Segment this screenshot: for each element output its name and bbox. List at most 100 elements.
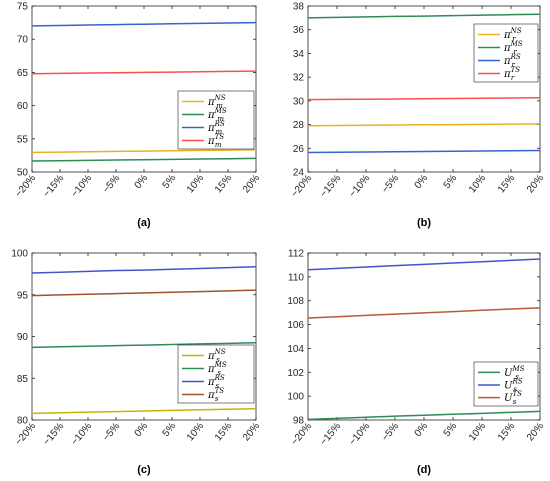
x-tick-label: 0% — [133, 173, 151, 191]
x-tick-label: −5% — [380, 173, 402, 196]
x-tick-label: 15% — [496, 421, 517, 443]
x-tick-label: 5% — [442, 421, 460, 439]
legend-entry: πMS m — [207, 107, 227, 123]
x-tick-label: 20% — [525, 421, 546, 443]
legend-entry: πTS s — [207, 387, 224, 403]
x-tick-label: 20% — [241, 173, 262, 195]
y-tick-label: 32 — [293, 73, 305, 84]
y-tick-label: 85 — [17, 374, 29, 385]
x-tick-label: 10% — [467, 173, 488, 195]
y-tick-label: 80 — [17, 416, 29, 427]
legend-entry: πRS s — [207, 374, 225, 390]
x-tick-label: −5% — [101, 421, 123, 444]
series-line-π-s-ns — [31, 407, 257, 415]
x-tick-label: −10% — [69, 173, 94, 200]
legend-entry: URS s — [504, 378, 523, 394]
y-tick-label: 60 — [17, 101, 29, 112]
x-tick-label: 10% — [467, 421, 488, 443]
series-line-π-r-ms — [307, 13, 541, 19]
y-tick-label: 104 — [287, 344, 304, 355]
x-tick-label: 0% — [413, 421, 431, 439]
y-tick-label: 55 — [17, 134, 29, 145]
panel-label: (b) — [417, 217, 431, 229]
legend-entry: UMS s — [504, 365, 525, 381]
x-tick-label: −5% — [101, 173, 123, 196]
legend-entry: πNS r — [503, 27, 522, 43]
x-tick-label: −15% — [41, 173, 66, 200]
legend-entry: πRS m — [207, 120, 225, 136]
x-tick-label: −5% — [380, 421, 402, 444]
y-tick-label: 30 — [293, 96, 305, 107]
legend-entry: πNS s — [207, 348, 226, 364]
y-tick-label: 70 — [17, 35, 29, 46]
legend-entry: πMS s — [207, 361, 227, 377]
panel-label: (c) — [137, 464, 151, 476]
y-tick-label: 100 — [11, 249, 28, 260]
y-tick-label: 38 — [293, 2, 305, 13]
series-line-π-r-rs — [307, 149, 541, 154]
x-tick-label: −10% — [69, 421, 94, 448]
series-line-u-s-rs — [307, 258, 541, 271]
x-tick-label: 0% — [413, 173, 431, 191]
y-tick-label: 26 — [293, 144, 305, 155]
y-tick-label: 95 — [17, 290, 29, 301]
y-tick-label: 106 — [287, 320, 304, 331]
y-tick-label: 98 — [293, 416, 305, 427]
y-tick-label: 65 — [17, 68, 29, 79]
x-tick-label: 15% — [496, 173, 517, 195]
legend-entry: UTS s — [504, 390, 522, 406]
x-tick-label: 20% — [525, 173, 546, 195]
legend-box — [177, 344, 255, 404]
series-line-π-r-ts — [307, 97, 541, 101]
x-tick-label: −10% — [347, 173, 372, 200]
legend-entry: πNS m — [207, 94, 226, 110]
y-tick-label: 75 — [17, 2, 29, 13]
y-tick-label: 28 — [293, 120, 305, 131]
x-tick-label: 10% — [185, 173, 206, 195]
y-tick-label: 100 — [287, 392, 304, 403]
legend-box — [177, 90, 255, 150]
series-line-π-m-rs — [31, 21, 257, 27]
series-line-π-m-ms — [31, 157, 257, 162]
y-tick-label: 110 — [288, 272, 304, 283]
panel-label: (d) — [417, 464, 431, 476]
series-line-π-m-ts — [31, 70, 257, 75]
legend-entry: πTS r — [503, 66, 520, 82]
y-tick-label: 112 — [288, 249, 304, 260]
x-tick-label: 15% — [213, 421, 234, 443]
legend-entry: πMS r — [503, 40, 523, 56]
legend-box — [473, 361, 539, 407]
legend-entry: πTS m — [207, 133, 224, 149]
series-line-π-r-ns — [307, 123, 541, 127]
x-tick-label: 5% — [161, 173, 179, 191]
x-tick-label: −15% — [318, 421, 343, 448]
x-tick-label: 15% — [213, 173, 234, 195]
y-tick-label: 102 — [287, 368, 304, 379]
x-tick-label: 10% — [185, 421, 206, 443]
legend-box — [473, 23, 539, 83]
x-tick-label: 5% — [161, 421, 179, 439]
x-tick-label: 20% — [241, 421, 262, 443]
x-tick-label: −10% — [347, 421, 372, 448]
series-line-π-s-ts — [31, 289, 257, 297]
series-line-π-s-ms — [31, 342, 257, 349]
x-tick-label: −15% — [318, 173, 343, 200]
series-line-u-s-ts — [307, 307, 541, 319]
x-tick-label: 0% — [133, 421, 151, 439]
series-line-u-s-ms — [307, 410, 541, 421]
series-line-π-m-ns — [31, 149, 257, 154]
y-tick-label: 24 — [293, 168, 305, 179]
y-tick-label: 50 — [17, 168, 29, 179]
y-tick-label: 34 — [293, 49, 305, 60]
x-tick-label: −15% — [41, 421, 66, 448]
y-tick-label: 108 — [287, 296, 304, 307]
